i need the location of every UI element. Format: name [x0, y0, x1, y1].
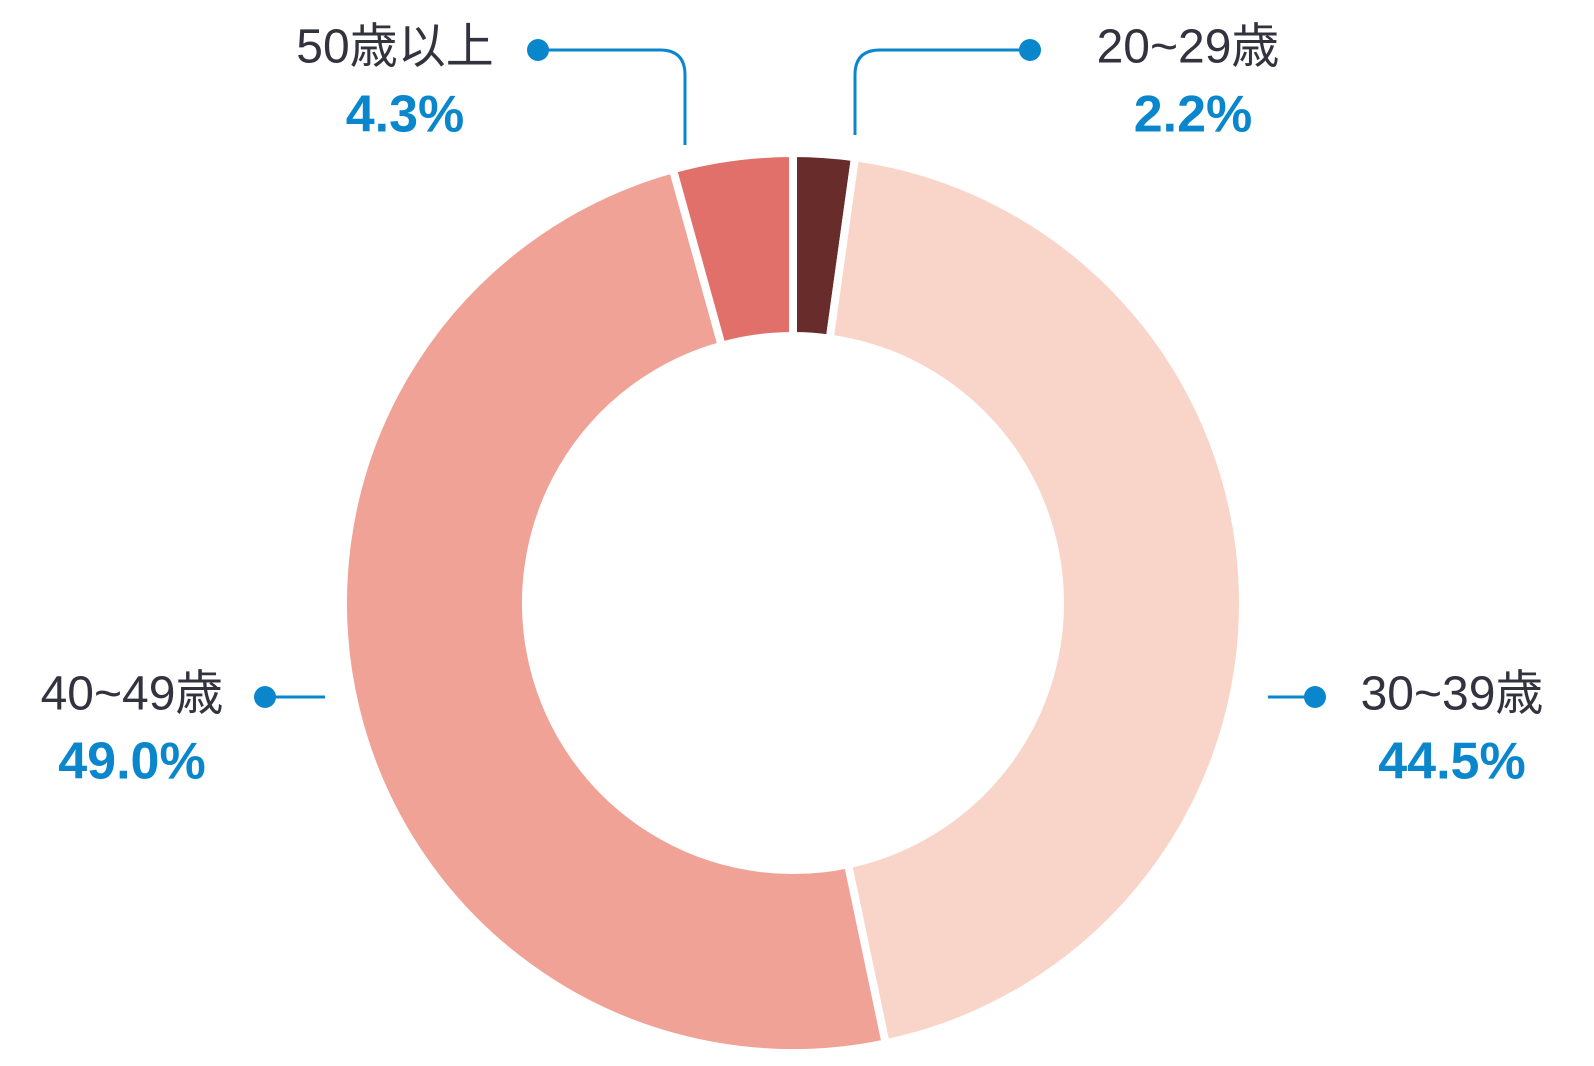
category-label: 20~29歳 [1097, 21, 1280, 74]
category-label: 50歳以上 [296, 21, 493, 74]
category-label: 40~49歳 [41, 668, 224, 721]
donut-segment [825, 152, 1247, 1049]
leader-dot [527, 39, 549, 61]
value-label: 44.5% [1378, 733, 1525, 791]
leader-dot [1019, 39, 1041, 61]
leader-line [538, 48, 687, 145]
value-label: 4.3% [346, 86, 465, 144]
category-label: 30~39歳 [1361, 668, 1544, 721]
donut-segment [667, 148, 797, 351]
leader-line [853, 48, 1030, 135]
value-label: 2.2% [1134, 86, 1253, 144]
value-label: 49.0% [58, 733, 205, 791]
leader-dot [254, 686, 276, 708]
leader-dot [1304, 686, 1326, 708]
donut-segment [339, 164, 891, 1057]
